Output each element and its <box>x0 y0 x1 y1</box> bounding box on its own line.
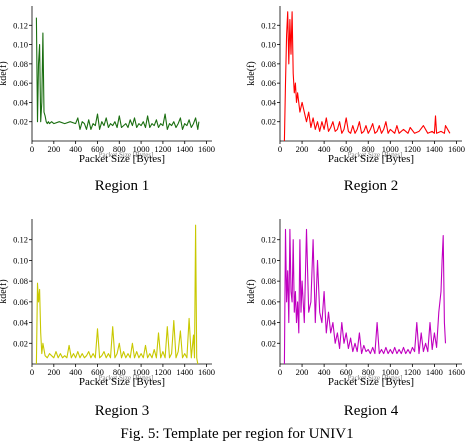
x-axis-label: Packet Size [Bytes] <box>79 376 165 388</box>
y-tick-label: 0.12 <box>13 235 28 245</box>
x-tick-label: 400 <box>318 367 331 377</box>
x-tick-label: 1200 <box>154 144 171 154</box>
x-tick-label: 1600 <box>198 367 215 377</box>
x-tick-label: 1200 <box>154 367 171 377</box>
x-tick-label: 1000 <box>382 367 399 377</box>
y-axis-label: kde(f) <box>246 61 257 85</box>
x-axis-label: Packet Size [Bytes] <box>328 376 414 388</box>
x-tick-label: 200 <box>47 144 60 154</box>
y-axis-label: kde(f) <box>246 279 257 303</box>
y-tick-label: 0.04 <box>13 97 29 107</box>
region-label: Region 3 <box>95 403 150 419</box>
y-axis-label: kde(f) <box>0 61 9 85</box>
region-label: Region 4 <box>344 403 399 419</box>
x-tick-label: 600 <box>340 367 353 377</box>
x-tick-label: 800 <box>113 367 126 377</box>
x-tick-label: 800 <box>362 367 375 377</box>
y-tick-label: 0.06 <box>13 78 28 88</box>
y-tick-label: 0.04 <box>261 318 277 328</box>
x-tick-label: 1400 <box>426 144 443 154</box>
x-tick-label: 1200 <box>404 367 421 377</box>
x-tick-label: 1000 <box>382 144 399 154</box>
y-tick-label: 0.12 <box>261 235 276 245</box>
y-axis-label: kde(f) <box>0 279 9 303</box>
panel-region-1: 0 200 400 600 800 1000 1200 1400 1600 0.02 0.04 0.0… <box>0 6 215 194</box>
y-tick-label: 0.10 <box>261 40 276 50</box>
x-tick-label: 200 <box>296 367 309 377</box>
y-tick-label: 0.02 <box>261 117 276 127</box>
x-axis-label: Packet Size [Bytes] <box>79 153 165 165</box>
y-tick-label: 0.08 <box>261 59 276 69</box>
x-axis-label-ghost: Packet Size [Bytes] <box>348 151 403 159</box>
y-tick-label: 0.10 <box>261 255 276 265</box>
y-tick-label: 0.10 <box>13 40 28 50</box>
series-line <box>35 17 200 130</box>
region-label: Region 1 <box>95 178 150 194</box>
y-tick-label: 0.06 <box>261 297 276 307</box>
y-tick-label: 0.02 <box>13 117 28 127</box>
y-tick-label: 0.08 <box>13 59 28 69</box>
panel-region-2: 0 200 400 600 800 1000 1200 1400 1600 0.02 0.04 0.0… <box>246 6 465 194</box>
x-tick-label: 600 <box>91 367 104 377</box>
x-tick-label: 0 <box>30 367 34 377</box>
series-line <box>35 224 199 365</box>
y-tick-label: 0.08 <box>261 276 276 286</box>
x-tick-label: 1600 <box>448 144 465 154</box>
x-tick-label: 1400 <box>176 367 193 377</box>
x-tick-label: 800 <box>362 144 375 154</box>
x-axis-label-ghost: Packet Size [Bytes] <box>99 151 154 159</box>
x-tick-label: 1200 <box>404 144 421 154</box>
x-tick-label: 1400 <box>426 367 443 377</box>
y-tick-label: 0.12 <box>13 20 28 30</box>
y-tick-label: 0.12 <box>261 20 276 30</box>
x-tick-label: 1400 <box>176 144 193 154</box>
panel-region-3: 0 200 400 600 800 1000 1200 1400 1600 0.02 0.04 0.0… <box>0 219 215 419</box>
x-tick-label: 600 <box>340 144 353 154</box>
x-tick-label: 0 <box>30 144 34 154</box>
y-tick-label: 0.02 <box>261 338 276 348</box>
x-tick-label: 600 <box>91 144 104 154</box>
x-tick-label: 200 <box>47 367 60 377</box>
y-tick-label: 0.08 <box>13 276 28 286</box>
y-tick-label: 0.10 <box>13 255 28 265</box>
x-tick-label: 400 <box>69 367 82 377</box>
figure-caption: Fig. 5: Template per region for UNIV1 <box>120 426 353 442</box>
x-tick-label: 0 <box>278 144 282 154</box>
x-tick-label: 1600 <box>198 144 215 154</box>
x-tick-label: 400 <box>318 144 331 154</box>
y-tick-label: 0.06 <box>261 78 276 88</box>
region-label: Region 2 <box>344 178 399 194</box>
x-tick-label: 1600 <box>448 367 465 377</box>
y-tick-label: 0.04 <box>13 318 29 328</box>
series-line <box>283 11 451 142</box>
x-tick-label: 200 <box>296 144 309 154</box>
x-axis-label: Packet Size [Bytes] <box>328 153 414 165</box>
x-tick-label: 800 <box>113 144 126 154</box>
series-line <box>283 228 447 365</box>
x-tick-label: 1000 <box>133 367 150 377</box>
x-axis-label-ghost: Packet Size [Bytes] <box>348 374 403 382</box>
x-tick-label: 400 <box>69 144 82 154</box>
y-tick-label: 0.06 <box>13 297 28 307</box>
y-tick-label: 0.02 <box>13 338 28 348</box>
x-tick-label: 0 <box>278 367 282 377</box>
y-tick-label: 0.04 <box>261 97 277 107</box>
x-axis-label-ghost: Packet Size [Bytes] <box>99 374 154 382</box>
panel-region-4: 0 200 400 600 800 1000 1200 1400 1600 0.02 0.04 0.0… <box>246 219 465 419</box>
x-tick-label: 1000 <box>133 144 150 154</box>
